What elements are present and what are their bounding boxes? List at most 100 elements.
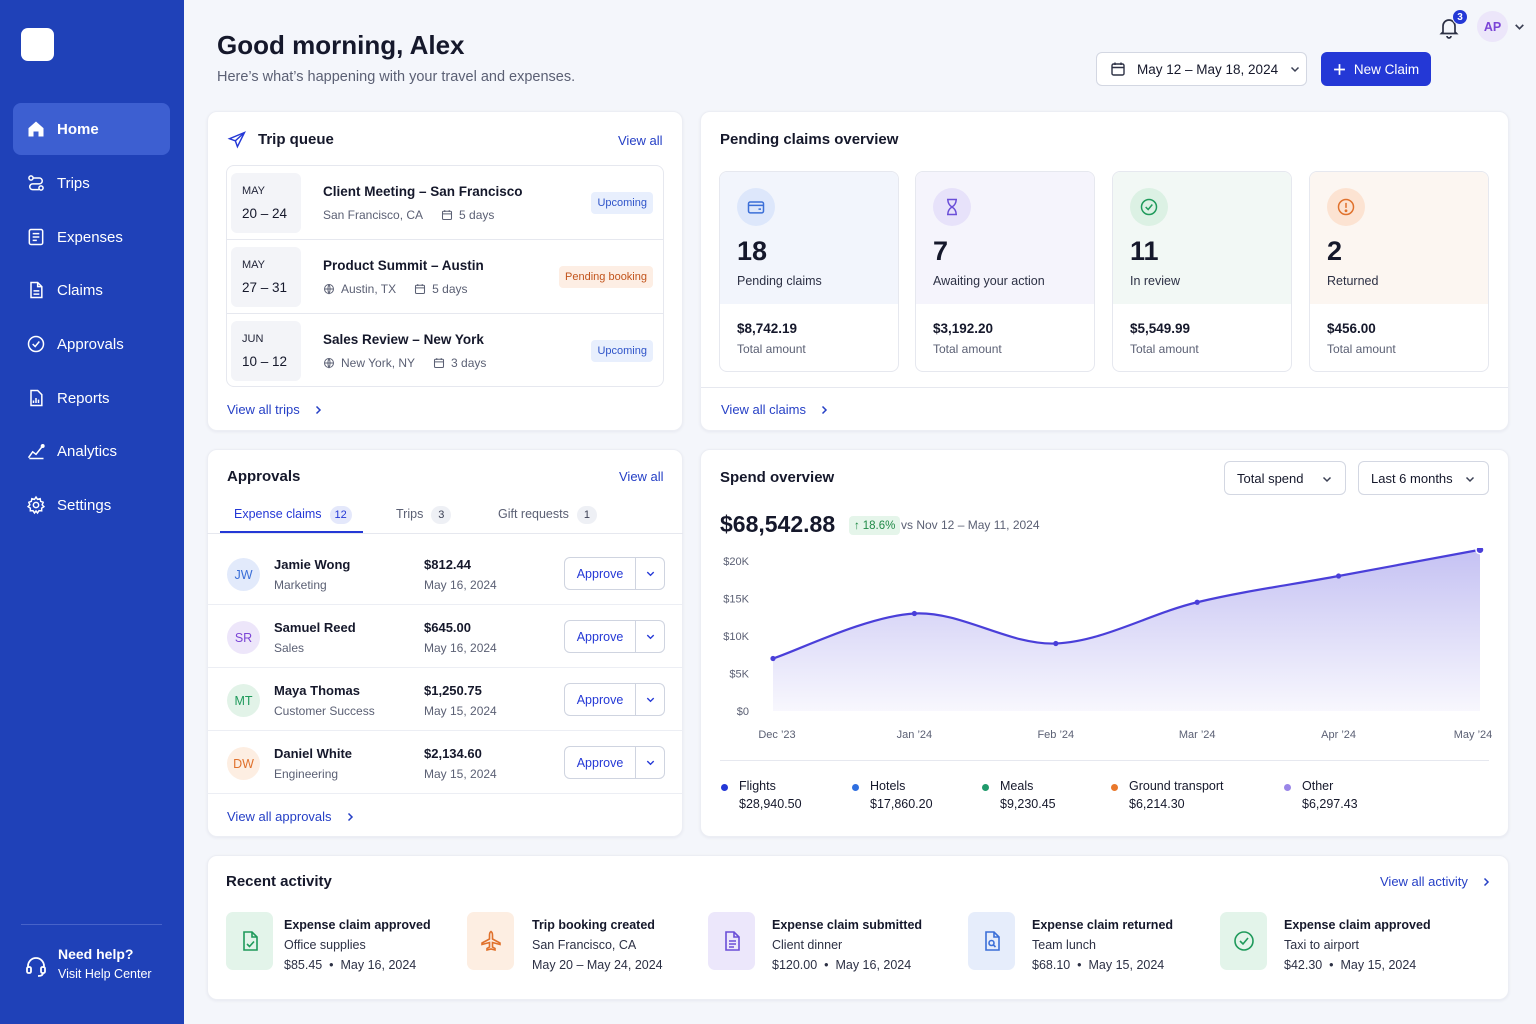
approve-options-button[interactable] (636, 568, 664, 579)
chevron-right-icon (315, 405, 321, 414)
trip-row[interactable]: MAY 20 – 24 Client Meeting – San Francis… (227, 166, 663, 240)
headset-icon (26, 957, 46, 977)
approver-dept: Marketing (274, 578, 327, 592)
x-tick-label: Mar ’24 (1179, 729, 1216, 741)
view-all-claims-link[interactable]: View all claims (721, 402, 830, 417)
avatar: JW (227, 558, 260, 591)
trip-row[interactable]: JUN 10 – 12 Sales Review – New York New … (227, 314, 663, 386)
sidebar-item-claims[interactable]: Claims (13, 264, 170, 316)
legend-dot (721, 784, 728, 791)
stat-returned[interactable]: 2 Returned $456.00 Total amount (1309, 171, 1489, 372)
app-logo[interactable] (21, 28, 54, 61)
receipt-icon (28, 228, 44, 246)
document-check-icon (242, 931, 258, 951)
legend-name: Other (1302, 779, 1334, 793)
stat-awaiting-action[interactable]: 7 Awaiting your action $3,192.20 Total a… (915, 171, 1095, 372)
sidebar-item-trips[interactable]: Trips (13, 157, 170, 209)
x-tick-label: Apr ’24 (1321, 729, 1356, 741)
document-icon (30, 281, 43, 299)
check-circle-icon (27, 335, 45, 353)
metric-select[interactable]: Total spend (1224, 461, 1346, 495)
airplane-icon (480, 930, 501, 952)
new-claim-label: New Claim (1353, 61, 1420, 77)
sidebar-item-home[interactable]: Home (13, 103, 170, 155)
user-avatar[interactable]: AP (1477, 11, 1508, 42)
claim-date: May 15, 2024 (424, 704, 497, 718)
activity-date: May 15, 2024 (1088, 958, 1165, 972)
y-tick-label: $0 (737, 706, 749, 718)
tab-count: 3 (431, 506, 452, 524)
tab-label: Expense claims (234, 507, 322, 521)
stat-in-review[interactable]: 11 In review $5,549.99 Total amount (1112, 171, 1292, 372)
approve-options-button[interactable] (636, 757, 664, 768)
activity-meta: $42.30 • May 15, 2024 (1284, 958, 1417, 972)
chevron-right-icon (821, 405, 828, 414)
chevron-down-icon[interactable] (1513, 20, 1526, 33)
approve-button[interactable]: Approve (565, 747, 636, 778)
calendar-icon (1111, 62, 1125, 76)
approve-options-button[interactable] (636, 694, 664, 705)
plus-icon (1333, 63, 1345, 75)
period-select[interactable]: Last 6 months (1358, 461, 1489, 495)
status-badge: Upcoming (591, 192, 653, 214)
view-all-trips-link[interactable]: View all trips (227, 402, 324, 417)
claim-date: May 16, 2024 (424, 641, 497, 655)
activity-amount: $42.30 (1284, 958, 1323, 972)
view-all-claims-label: View all claims (721, 402, 807, 417)
trip-row[interactable]: MAY 27 – 31 Product Summit – Austin Aust… (227, 240, 663, 314)
stat-amount-label: Total amount (1130, 342, 1199, 356)
recent-activity-title: Recent activity (226, 873, 332, 890)
home-icon (28, 121, 44, 137)
arrow-up-icon: ↑ (854, 519, 860, 532)
approve-split-button: Approve (564, 620, 665, 653)
approve-button[interactable]: Approve (565, 621, 636, 652)
legend-name: Hotels (870, 779, 906, 793)
sidebar-item-approvals[interactable]: Approvals (13, 318, 170, 370)
x-tick-label: Feb ’24 (1037, 729, 1074, 741)
activity-title: Expense claim approved (284, 918, 431, 932)
trip-queue-view-all[interactable]: View all (618, 133, 663, 148)
stat-pending-claims[interactable]: 18 Pending claims $8,742.19 Total amount (719, 171, 899, 372)
view-all-approvals-link[interactable]: View all approvals (227, 809, 356, 824)
approvals-view-all[interactable]: View all (619, 469, 664, 484)
activity-subtitle: Office supplies (284, 938, 366, 952)
tab-gift-requests[interactable]: Gift requests 1 (498, 500, 597, 533)
tab-trips[interactable]: Trips 3 (396, 500, 452, 533)
approve-options-button[interactable] (636, 631, 664, 642)
claim-amount: $1,250.75 (424, 683, 482, 698)
new-claim-button[interactable]: New Claim (1321, 52, 1431, 86)
view-all-activity-label: View all activity (1380, 874, 1468, 889)
approval-row: JW Jamie Wong Marketing $812.44 May 16, … (207, 542, 683, 605)
date-range-label: May 12 – May 18, 2024 (1137, 61, 1279, 77)
approval-row: DW Daniel White Engineering $2,134.60 Ma… (207, 731, 683, 794)
tab-expense-claims[interactable]: Expense claims 12 (234, 500, 352, 533)
claim-amount: $812.44 (424, 557, 471, 572)
sidebar-item-settings[interactable]: Settings (13, 479, 170, 531)
stat-label: Pending claims (737, 274, 822, 288)
activity-title: Expense claim approved (1284, 918, 1431, 932)
approve-button[interactable]: Approve (565, 558, 636, 589)
sidebar-item-analytics[interactable]: Analytics (13, 425, 170, 477)
approver-name: Samuel Reed (274, 620, 356, 635)
approvals-title: Approvals (227, 468, 301, 485)
activity-meta: $120.00 • May 16, 2024 (772, 958, 912, 972)
view-all-activity-link[interactable]: View all activity (1380, 874, 1492, 889)
notification-badge: 3 (1452, 9, 1468, 25)
help-center-link[interactable]: Need help? Visit Help Center (24, 946, 152, 981)
sidebar-item-reports[interactable]: Reports (13, 372, 170, 424)
document-search-icon (984, 931, 1000, 951)
approve-button[interactable]: Approve (565, 684, 636, 715)
divider (701, 387, 1508, 388)
bell-icon[interactable] (1437, 15, 1461, 39)
chevron-down-icon (1291, 66, 1300, 73)
globe-icon (324, 284, 334, 295)
report-icon (30, 389, 43, 407)
chart-data-point (1336, 573, 1342, 579)
activity-date: May 16, 2024 (340, 958, 417, 972)
sidebar-item-expenses[interactable]: Expenses (13, 211, 170, 263)
page-subtitle: Here’s what’s happening with your travel… (217, 69, 576, 85)
stat-count: 7 (933, 236, 949, 266)
chevron-right-icon (1483, 877, 1489, 886)
date-range-picker[interactable]: May 12 – May 18, 2024 (1096, 52, 1307, 86)
approve-split-button: Approve (564, 746, 665, 779)
